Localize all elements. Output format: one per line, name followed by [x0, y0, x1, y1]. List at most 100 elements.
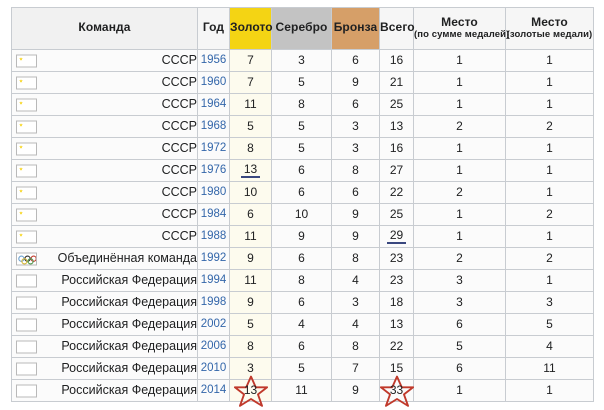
- cell-year[interactable]: 1980: [197, 181, 230, 204]
- team-name-label: Российская Федерация: [61, 361, 197, 376]
- cell-place-total: 6: [413, 313, 506, 336]
- year-link[interactable]: 1994: [200, 274, 227, 287]
- cell-place-total: 1: [413, 203, 506, 226]
- cell-year[interactable]: 1964: [197, 93, 230, 116]
- year-link[interactable]: 1972: [200, 142, 227, 155]
- cell-silver-value: 6: [298, 294, 305, 309]
- team-name-label: Российская Федерация: [61, 273, 197, 288]
- cell-place-total-value: 2: [456, 118, 463, 133]
- year-link[interactable]: 1984: [200, 208, 227, 221]
- cell-total-value: 21: [389, 74, 404, 89]
- cell-year[interactable]: 1984: [197, 203, 230, 226]
- ussr-flag-icon: [16, 120, 37, 133]
- cell-place-total-value: 1: [456, 140, 463, 155]
- cell-year[interactable]: 2006: [197, 335, 230, 358]
- cell-bronze: 9: [331, 203, 380, 226]
- cell-place-gold: 2: [505, 115, 594, 138]
- cell-year[interactable]: 1988: [197, 225, 230, 248]
- team-name-label: СССР: [161, 119, 197, 134]
- column-header-gold: Золото: [229, 7, 273, 50]
- year-link[interactable]: 1980: [200, 186, 227, 199]
- cell-place-total: 6: [413, 357, 506, 380]
- cell-bronze: 6: [331, 93, 380, 116]
- cell-place-total-value: 6: [456, 360, 463, 375]
- cell-place-total-value: 2: [456, 250, 463, 265]
- cell-bronze-value: 9: [352, 74, 359, 89]
- cell-total: 21: [379, 71, 414, 94]
- cell-place-gold: 1: [505, 181, 594, 204]
- cell-silver-value: 8: [298, 272, 305, 287]
- cell-year[interactable]: 1960: [197, 71, 230, 94]
- russia-flag-icon: [16, 318, 37, 331]
- cell-year[interactable]: 2010: [197, 357, 230, 380]
- year-link[interactable]: 1968: [200, 120, 227, 133]
- cell-bronze: 8: [331, 335, 380, 358]
- ussr-flag-icon: [16, 98, 37, 111]
- cell-year[interactable]: 1976: [197, 159, 230, 182]
- cell-gold: 13: [229, 159, 272, 182]
- cell-year[interactable]: 2002: [197, 313, 230, 336]
- cell-year[interactable]: 1994: [197, 269, 230, 292]
- cell-gold-value: 7: [247, 52, 254, 67]
- year-link[interactable]: 1960: [200, 76, 227, 89]
- year-link[interactable]: 1998: [200, 296, 227, 309]
- cell-year[interactable]: 1968: [197, 115, 230, 138]
- cell-place-total-value: 3: [456, 272, 463, 287]
- cell-silver-value: 6: [298, 250, 305, 265]
- ussr-flag-icon: [16, 230, 37, 243]
- table-row: СССР 1988 11 9 9 29 1 1: [11, 225, 594, 248]
- cell-year[interactable]: 1992: [197, 247, 230, 270]
- cell-silver: 6: [271, 181, 332, 204]
- cell-place-total: 2: [413, 181, 506, 204]
- cell-place-gold: 1: [505, 269, 594, 292]
- cell-silver: 5: [271, 115, 332, 138]
- year-link[interactable]: 2002: [200, 318, 227, 331]
- cell-year[interactable]: 1998: [197, 291, 230, 314]
- cell-place-total-value: 1: [456, 162, 463, 177]
- team-name-label: СССР: [161, 207, 197, 222]
- team-name-label: Российская Федерация: [61, 317, 197, 332]
- year-link[interactable]: 1956: [200, 54, 227, 67]
- cell-year[interactable]: 1956: [197, 49, 230, 72]
- cell-place-gold: 1: [505, 137, 594, 160]
- year-link[interactable]: 1976: [200, 164, 227, 177]
- cell-gold: 9: [229, 247, 272, 270]
- cell-silver: 6: [271, 247, 332, 270]
- year-link[interactable]: 2014: [200, 384, 227, 397]
- cell-total: 25: [379, 203, 414, 226]
- russia-flag-icon: [16, 296, 37, 309]
- cell-total: 25: [379, 93, 414, 116]
- cell-total-value: 25: [389, 96, 404, 111]
- cell-bronze-value: 9: [352, 206, 359, 221]
- cell-silver: 10: [271, 203, 332, 226]
- cell-place-total-value: 1: [456, 96, 463, 111]
- cell-place-gold: 2: [505, 203, 594, 226]
- cell-total-value: 23: [389, 250, 404, 265]
- year-link[interactable]: 2006: [200, 340, 227, 353]
- cell-team: СССР: [11, 71, 198, 94]
- cell-silver: 5: [271, 137, 332, 160]
- cell-place-gold-value: 4: [546, 338, 553, 353]
- year-link[interactable]: 1992: [200, 252, 227, 265]
- year-link[interactable]: 2010: [200, 362, 227, 375]
- cell-silver-value: 5: [298, 74, 305, 89]
- cell-place-gold: 11: [505, 357, 594, 380]
- table-row: Российская Федерация 1994 11 8 4 23 3 1: [11, 269, 594, 292]
- cell-total-value: 18: [389, 294, 404, 309]
- year-link[interactable]: 1964: [200, 98, 227, 111]
- cell-team: Российская Федерация: [11, 357, 198, 380]
- table-row: Российская Федерация 2010 3 5 7 15 6 11: [11, 357, 594, 380]
- cell-bronze-value: 7: [352, 360, 359, 375]
- ussr-flag-icon: [16, 164, 37, 177]
- cell-bronze: 3: [331, 137, 380, 160]
- year-link[interactable]: 1988: [200, 230, 227, 243]
- cell-total-value: 25: [389, 206, 404, 221]
- table-row: СССР 1960 7 5 9 21 1 1: [11, 71, 594, 94]
- cell-year[interactable]: 2014: [197, 379, 230, 402]
- cell-year[interactable]: 1972: [197, 137, 230, 160]
- cell-bronze-value: 8: [352, 338, 359, 353]
- cell-place-gold: 1: [505, 225, 594, 248]
- cell-total: 16: [379, 49, 414, 72]
- cell-gold-value: 13: [243, 382, 258, 397]
